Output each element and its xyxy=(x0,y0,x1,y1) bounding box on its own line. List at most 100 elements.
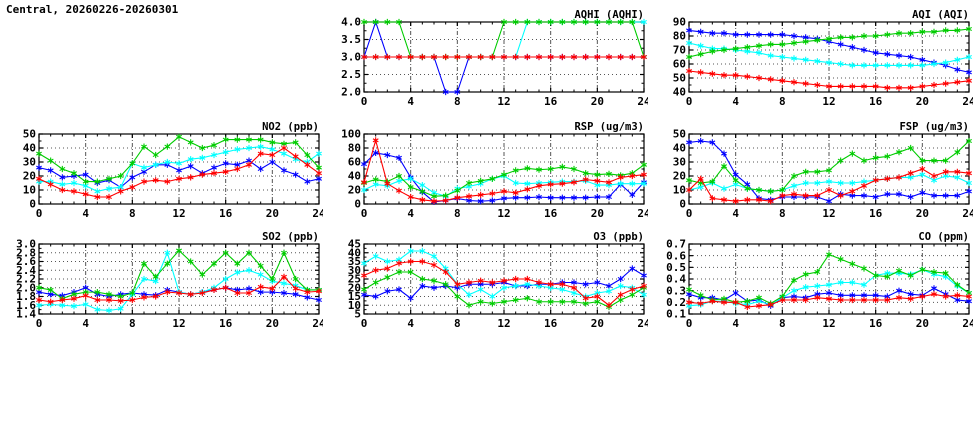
x-tick-label: 12 xyxy=(497,207,510,220)
data-point-marker xyxy=(501,298,507,305)
series-series3 xyxy=(686,25,972,61)
data-point-marker xyxy=(709,178,716,185)
data-point-marker xyxy=(304,289,311,296)
data-point-marker xyxy=(82,178,89,185)
data-point-marker xyxy=(629,286,636,293)
data-point-marker xyxy=(629,18,636,26)
chart-title: SO2 (ppb) xyxy=(262,231,319,243)
data-point-marker xyxy=(372,267,379,274)
data-point-marker xyxy=(837,256,844,263)
data-point-marker xyxy=(641,171,647,178)
data-point-marker xyxy=(617,174,624,181)
data-point-marker xyxy=(512,189,519,196)
y-tick-label: 2.0 xyxy=(341,86,361,99)
data-point-marker xyxy=(547,281,554,288)
data-point-marker xyxy=(281,249,287,256)
data-point-marker xyxy=(152,177,159,184)
data-point-marker xyxy=(524,53,531,61)
data-point-marker xyxy=(59,302,66,309)
data-point-marker xyxy=(744,31,751,38)
data-point-marker xyxy=(384,18,391,26)
data-point-marker xyxy=(47,167,54,174)
data-point-marker xyxy=(814,268,821,276)
x-tick-label: 20 xyxy=(916,317,929,330)
data-point-marker xyxy=(257,289,264,296)
x-tick-label: 8 xyxy=(779,317,786,330)
y-tick-label: 0.1 xyxy=(666,308,686,321)
data-point-marker xyxy=(837,279,844,286)
data-point-marker xyxy=(931,81,937,89)
data-point-marker xyxy=(117,172,124,180)
data-point-marker xyxy=(547,165,554,173)
data-point-marker xyxy=(884,296,891,304)
data-point-marker xyxy=(802,38,809,45)
y-tick-label: 15 xyxy=(348,290,361,303)
data-point-marker xyxy=(966,53,972,61)
data-point-marker xyxy=(919,165,926,173)
data-point-marker xyxy=(292,291,299,298)
data-point-marker xyxy=(641,161,647,168)
series-series4 xyxy=(686,291,972,311)
data-point-marker xyxy=(629,53,636,61)
data-point-marker xyxy=(966,293,972,300)
data-point-marker xyxy=(454,187,461,194)
data-point-marker xyxy=(419,182,426,189)
data-point-marker xyxy=(617,296,624,304)
data-point-marker xyxy=(71,188,77,195)
data-point-marker xyxy=(547,194,554,201)
data-point-marker xyxy=(257,136,264,143)
data-point-marker xyxy=(431,284,437,291)
data-point-marker xyxy=(907,30,914,37)
series-series4 xyxy=(686,165,972,205)
data-point-marker xyxy=(826,251,832,258)
data-point-marker xyxy=(94,289,101,296)
y-tick-label: 40 xyxy=(673,142,686,155)
data-point-marker xyxy=(861,265,867,272)
data-point-marker xyxy=(512,179,519,187)
data-point-marker xyxy=(732,289,739,297)
x-tick-label: 12 xyxy=(497,95,510,108)
data-point-marker xyxy=(837,34,844,41)
data-point-marker xyxy=(372,53,379,61)
data-point-marker xyxy=(837,41,844,48)
data-point-marker xyxy=(316,164,322,171)
x-tick-label: 8 xyxy=(454,317,461,330)
data-point-marker xyxy=(281,273,287,280)
x-tick-label: 4 xyxy=(732,207,739,220)
data-point-marker xyxy=(837,192,844,199)
data-point-marker xyxy=(907,84,914,91)
data-point-marker xyxy=(767,188,774,195)
data-point-marker xyxy=(246,267,252,274)
data-point-marker xyxy=(211,142,217,149)
x-tick-label: 16 xyxy=(869,95,883,108)
x-tick-label: 4 xyxy=(407,95,414,108)
y-tick-label: 10 xyxy=(23,184,36,197)
series-series4 xyxy=(36,273,322,305)
data-point-marker xyxy=(802,179,809,187)
data-point-marker xyxy=(477,198,484,205)
series-series4 xyxy=(36,144,322,201)
data-point-marker xyxy=(187,174,194,181)
data-point-marker xyxy=(524,295,531,302)
data-point-marker xyxy=(606,170,612,177)
x-tick-label: 8 xyxy=(779,95,786,108)
x-tick-label: 4 xyxy=(407,207,414,220)
data-point-marker xyxy=(767,31,774,38)
data-point-marker xyxy=(222,284,229,291)
data-point-marker xyxy=(896,30,902,37)
data-point-marker xyxy=(384,180,391,187)
data-point-marker xyxy=(47,286,54,294)
data-point-marker xyxy=(896,62,902,69)
data-point-marker xyxy=(477,177,484,184)
data-point-marker xyxy=(756,196,762,203)
data-point-marker xyxy=(791,277,797,284)
data-point-marker xyxy=(281,167,287,174)
data-point-marker xyxy=(129,174,136,181)
x-tick-label: 20 xyxy=(591,207,604,220)
data-point-marker xyxy=(164,289,171,296)
axes: 0.10.20.30.40.50.60.7 0 4 8 12 16 20 24 xyxy=(666,238,973,330)
data-point-marker xyxy=(802,296,809,304)
data-point-marker xyxy=(431,53,437,61)
data-point-marker xyxy=(164,143,171,150)
